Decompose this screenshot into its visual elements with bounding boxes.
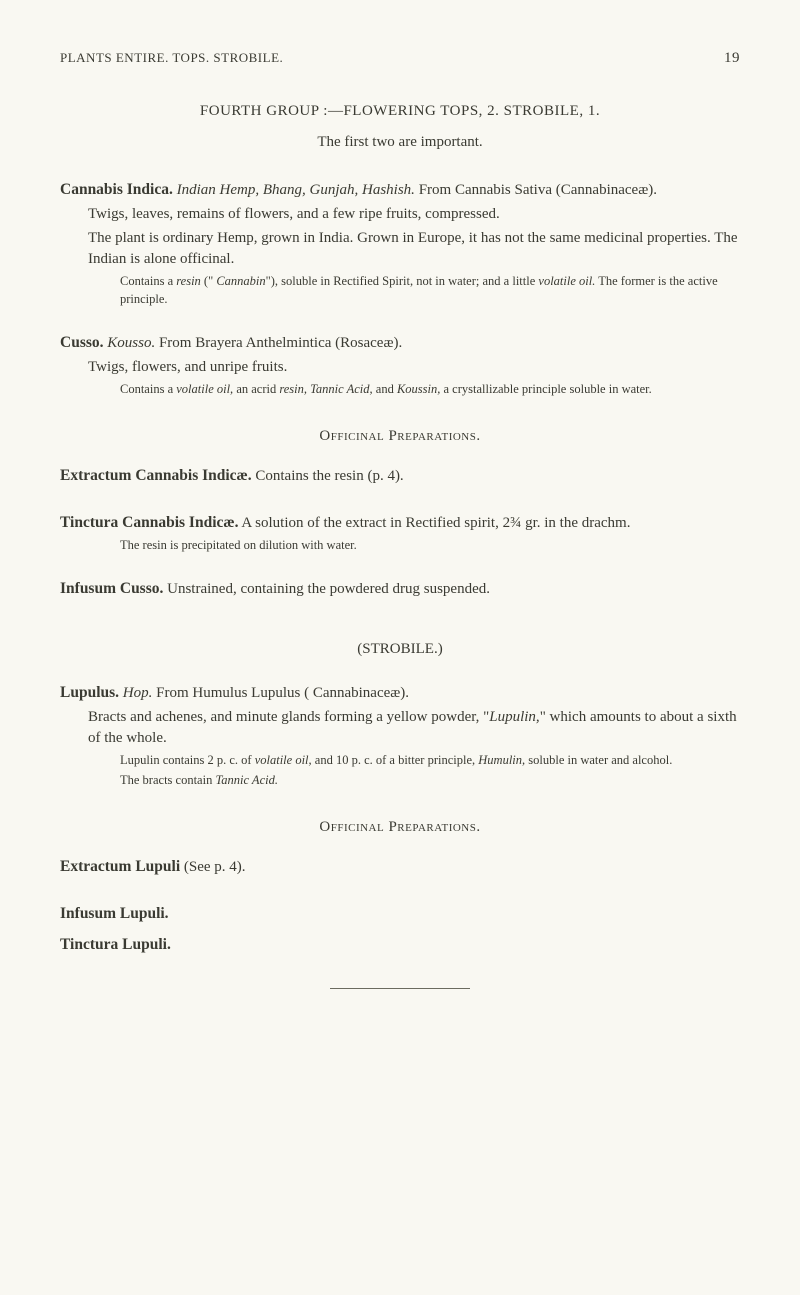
entry-small: Contains a	[120, 274, 176, 288]
entry-text: Twigs, flowers, and unripe fruits.	[88, 357, 740, 379]
entry-small: a crystallizable principle soluble in wa…	[440, 382, 651, 396]
entry-small: ("	[201, 274, 217, 288]
entry-small: and 10 p. c. of a bitter principle,	[312, 753, 479, 767]
entry-head: Infusum Cusso.	[60, 580, 163, 597]
entry-text: Unstrained, containing the powdered drug…	[167, 581, 490, 597]
entry-small-italic: volatile oil,	[255, 753, 312, 767]
entry-infusum-lupuli: Infusum Lupuli.	[60, 903, 740, 926]
entry-italics: Indian Hemp, Bhang, Gunjah, Hashish.	[177, 182, 415, 198]
entry-infusum-cusso: Infusum Cusso. Unstrained, containing th…	[60, 578, 740, 601]
entry-small: and	[373, 382, 397, 396]
entry-text: Bracts and achenes, and minute glands fo…	[88, 709, 489, 725]
entry-small: The bracts contain	[120, 773, 215, 787]
entry-head: Cusso.	[60, 334, 104, 351]
running-title: PLANTS ENTIRE. TOPS. STROBILE.	[60, 50, 283, 66]
page-number: 19	[724, 50, 740, 67]
entry-small-italic: Humulin,	[478, 753, 525, 767]
entry-extractum-lupuli: Extractum Lupuli (See p. 4).	[60, 856, 740, 879]
entry-head: Extractum Lupuli	[60, 858, 180, 875]
entry-head: Cannabis Indica.	[60, 181, 173, 198]
entry-text-italic: Lupulin,	[489, 709, 539, 725]
entry-small-italic: volatile oil,	[176, 382, 233, 396]
entry-head: Tinctura Lupuli.	[60, 936, 171, 953]
entry-small: an acrid	[233, 382, 279, 396]
section-title: Officinal Preparations.	[60, 819, 740, 836]
group-title: FOURTH GROUP :—FLOWERING TOPS, 2. STROBI…	[60, 103, 740, 120]
divider	[330, 988, 470, 989]
entry-text: From Cannabis Sativa (Cannabinaceæ).	[419, 182, 657, 198]
entry-head: Tinctura Cannabis Indicæ.	[60, 514, 238, 531]
entry-small: Lupulin contains 2 p. c. of	[120, 753, 255, 767]
strobile-label: (STROBILE.)	[60, 641, 740, 658]
entry-text: A solution of the extract in Rectified s…	[241, 515, 630, 531]
center-note: The first two are important.	[60, 134, 740, 151]
entry-small: The resin is precipitated on dilution wi…	[120, 537, 740, 555]
entry-text: The plant is ordinary Hemp, grown in Ind…	[88, 228, 740, 272]
entry-small-italic: Cannabin	[216, 274, 265, 288]
entry-text: Twigs, leaves, remains of flowers, and a…	[88, 204, 740, 226]
entry-tinctura-cannabis: Tinctura Cannabis Indicæ. A solution of …	[60, 512, 740, 554]
entry-tinctura-lupuli: Tinctura Lupuli.	[60, 934, 740, 957]
entry-text: (See p. 4).	[184, 859, 246, 875]
entry-small: soluble in water and alcohol.	[525, 753, 672, 767]
entry-text: From Brayera Anthelmintica (Rosaceæ).	[159, 335, 402, 351]
entry-small-italic: volatile oil.	[538, 274, 595, 288]
entry-lupulus: Lupulus. Hop. From Humulus Lupulus ( Can…	[60, 682, 740, 789]
entry-cannabis: Cannabis Indica. Indian Hemp, Bhang, Gun…	[60, 179, 740, 308]
entry-head: Extractum Cannabis Indicæ.	[60, 467, 252, 484]
entry-text: From Humulus Lupulus ( Cannabinaceæ).	[156, 685, 409, 701]
entry-small-italic: Tannic Acid.	[215, 773, 278, 787]
entry-italics: Kousso.	[107, 335, 155, 351]
entry-small-italic: resin	[176, 274, 201, 288]
entry-head: Infusum Lupuli.	[60, 905, 169, 922]
entry-extractum-cannabis: Extractum Cannabis Indicæ. Contains the …	[60, 465, 740, 488]
entry-text: Contains the resin (p. 4).	[255, 468, 403, 484]
section-title: Officinal Preparations.	[60, 428, 740, 445]
entry-cusso: Cusso. Kousso. From Brayera Anthelmintic…	[60, 332, 740, 398]
entry-small: "), soluble in Rectified Spirit, not in …	[266, 274, 539, 288]
entry-small: Contains a	[120, 382, 176, 396]
entry-italics: Hop.	[123, 685, 153, 701]
entry-small-italic: Koussin,	[397, 382, 440, 396]
entry-small-italic: resin, Tannic Acid,	[279, 382, 372, 396]
entry-head: Lupulus.	[60, 684, 119, 701]
